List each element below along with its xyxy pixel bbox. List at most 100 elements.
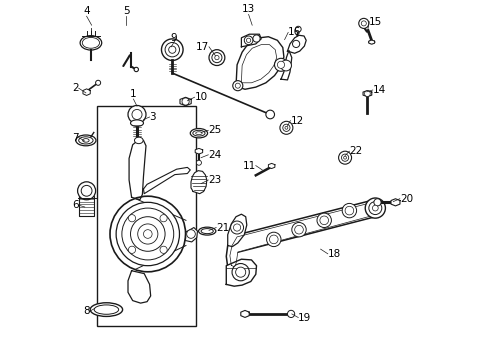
Polygon shape (180, 97, 191, 106)
Circle shape (232, 264, 249, 281)
Circle shape (293, 40, 300, 48)
Ellipse shape (130, 120, 144, 126)
Circle shape (274, 58, 288, 71)
Circle shape (196, 160, 201, 165)
Circle shape (369, 202, 382, 215)
Text: 2: 2 (72, 83, 79, 93)
Polygon shape (241, 310, 249, 318)
Text: 9: 9 (170, 33, 176, 43)
Text: 21: 21 (216, 222, 229, 233)
Polygon shape (128, 271, 151, 303)
Ellipse shape (134, 137, 143, 144)
Text: 8: 8 (83, 306, 90, 316)
Circle shape (342, 203, 357, 218)
Polygon shape (144, 167, 190, 194)
Text: 19: 19 (298, 312, 312, 323)
Circle shape (187, 230, 196, 238)
Circle shape (339, 151, 351, 164)
Ellipse shape (368, 40, 375, 44)
Circle shape (162, 39, 183, 60)
Circle shape (253, 35, 260, 42)
Text: 5: 5 (123, 6, 129, 16)
Circle shape (246, 38, 251, 42)
Circle shape (277, 61, 285, 68)
Text: 15: 15 (369, 17, 383, 27)
Circle shape (294, 225, 303, 234)
Circle shape (130, 217, 165, 251)
Text: 13: 13 (242, 4, 255, 14)
Polygon shape (185, 228, 197, 242)
Circle shape (245, 36, 253, 45)
Circle shape (160, 246, 167, 253)
Ellipse shape (196, 132, 202, 135)
Text: 22: 22 (349, 146, 363, 156)
Circle shape (365, 91, 370, 96)
Ellipse shape (79, 137, 93, 144)
Circle shape (132, 109, 142, 120)
Circle shape (144, 230, 152, 238)
Ellipse shape (90, 303, 122, 316)
Text: 20: 20 (400, 194, 413, 204)
Circle shape (182, 98, 189, 105)
Circle shape (372, 205, 378, 211)
Circle shape (209, 50, 225, 66)
Circle shape (288, 310, 294, 318)
Text: 7: 7 (72, 132, 79, 143)
Text: 3: 3 (149, 112, 156, 122)
Text: 23: 23 (208, 175, 221, 185)
Circle shape (212, 53, 222, 63)
Polygon shape (129, 140, 146, 200)
Ellipse shape (201, 229, 213, 234)
Text: 17: 17 (196, 42, 209, 52)
Ellipse shape (94, 305, 119, 314)
Circle shape (320, 216, 328, 225)
Text: 18: 18 (328, 249, 341, 259)
Circle shape (96, 80, 100, 85)
Text: 4: 4 (83, 6, 90, 16)
Bar (79, 196, 94, 216)
Circle shape (233, 224, 241, 231)
Text: 25: 25 (208, 125, 221, 135)
Circle shape (295, 26, 301, 32)
Circle shape (128, 215, 136, 222)
Polygon shape (391, 199, 400, 206)
Text: 16: 16 (288, 27, 301, 37)
Ellipse shape (83, 139, 89, 142)
Ellipse shape (82, 37, 99, 48)
Polygon shape (191, 171, 207, 194)
Circle shape (169, 46, 176, 53)
Circle shape (81, 185, 92, 196)
Circle shape (165, 42, 179, 57)
Circle shape (122, 208, 174, 260)
Circle shape (233, 81, 243, 91)
Polygon shape (288, 35, 306, 53)
Ellipse shape (193, 130, 205, 136)
Polygon shape (83, 89, 90, 95)
Circle shape (345, 206, 354, 215)
Text: 14: 14 (373, 85, 386, 95)
Circle shape (231, 221, 244, 234)
Polygon shape (230, 202, 376, 267)
Circle shape (266, 110, 274, 119)
Circle shape (285, 126, 288, 129)
Polygon shape (228, 214, 247, 247)
Text: 11: 11 (243, 161, 256, 171)
Circle shape (361, 21, 367, 26)
Polygon shape (281, 50, 292, 80)
Circle shape (342, 154, 349, 161)
Circle shape (160, 215, 167, 222)
Bar (98, 106, 196, 326)
Polygon shape (242, 34, 261, 47)
Text: 1: 1 (130, 89, 137, 99)
Circle shape (267, 232, 281, 247)
Polygon shape (195, 148, 203, 154)
Circle shape (292, 222, 306, 237)
Circle shape (343, 156, 346, 159)
Circle shape (280, 121, 293, 134)
Polygon shape (242, 45, 277, 83)
Text: 12: 12 (291, 116, 304, 126)
Polygon shape (236, 37, 284, 89)
Circle shape (235, 83, 240, 88)
Text: 24: 24 (208, 150, 221, 160)
Circle shape (283, 124, 290, 131)
